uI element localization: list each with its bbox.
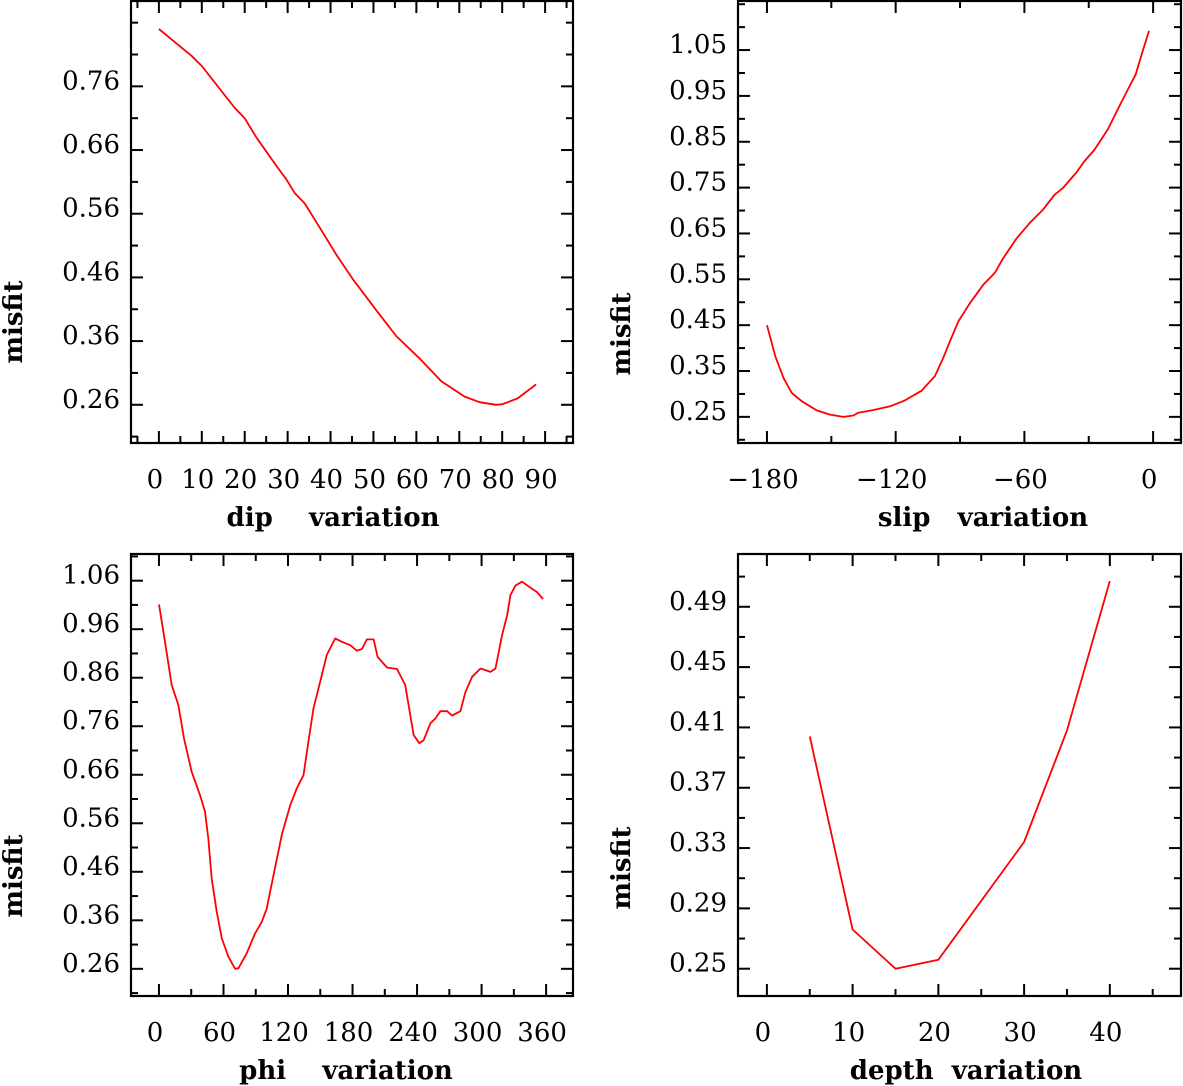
- dip-y-tick-label: 0.36: [62, 321, 120, 351]
- depth-panel: depth variation misfit 0 10 20 30 40 0.25 0.29…: [607, 552, 1183, 1086]
- dip-x-tick-label: 20: [224, 465, 257, 495]
- phi-x-axis-title: phi variation: [239, 1056, 453, 1086]
- dip-x-tick-label: 40: [310, 465, 343, 495]
- dip-panel: dip variation misfit 0 10 20 30 40 50 60 70 80 90…: [0, 0, 575, 533]
- phi-x-tick-label: 180: [324, 1018, 374, 1048]
- dip-x-axis-title: dip variation: [227, 503, 440, 533]
- phi-x-tick-label: 120: [259, 1018, 309, 1048]
- depth-plot-frame: [736, 552, 1183, 998]
- dip-y-tick-label: 0.46: [62, 257, 120, 287]
- depth-y-tick-label: 0.29: [669, 888, 727, 918]
- slip-y-tick-label: 1.05: [669, 30, 727, 60]
- dip-x-tick-label: 30: [267, 465, 300, 495]
- depth-x-tick-label: 30: [1004, 1018, 1037, 1048]
- phi-x-tick-label: 0: [147, 1018, 164, 1048]
- phi-y-tick-label: 0.66: [62, 755, 120, 785]
- slip-x-tick-label: 0: [1141, 465, 1158, 495]
- phi-y-tick-label: 0.46: [62, 852, 120, 882]
- slip-x-tick-label: −180: [727, 465, 798, 495]
- phi-x-tick-label: 300: [453, 1018, 503, 1048]
- dip-x-tick-label: 90: [525, 465, 558, 495]
- dip-y-tick-label: 0.56: [62, 194, 120, 224]
- depth-x-tick-label: 20: [918, 1018, 951, 1048]
- dip-misfit-series-line: [158, 28, 537, 406]
- phi-panel: phi variation misfit 0 60 120 180 240 300 360 0…: [0, 552, 575, 1086]
- depth-x-tick-label: 10: [832, 1018, 865, 1048]
- dip-x-tick-label: 60: [396, 465, 429, 495]
- dip-y-axis-title: misfit: [0, 281, 29, 364]
- slip-misfit-series-line: [766, 30, 1150, 418]
- depth-y-tick-label: 0.25: [669, 949, 727, 979]
- depth-y-axis-title: misfit: [607, 827, 637, 910]
- slip-y-tick-label: 0.85: [669, 122, 727, 152]
- phi-y-tick-label: 0.26: [62, 949, 120, 979]
- phi-y-tick-label: 0.86: [62, 658, 120, 688]
- slip-panel: slip variation misfit −180 −120 −60 0 0.25 0.…: [607, 0, 1183, 533]
- slip-x-tick-label: −120: [856, 465, 927, 495]
- dip-y-tick-label: 0.76: [62, 66, 120, 96]
- slip-y-tick-label: 0.65: [669, 213, 727, 243]
- phi-x-tick-label: 360: [517, 1018, 567, 1048]
- dip-y-tick-label: 0.66: [62, 130, 120, 160]
- phi-y-tick-label: 0.76: [62, 706, 120, 736]
- phi-y-tick-label: 1.06: [62, 561, 120, 591]
- dip-plot-frame: [129, 0, 575, 445]
- phi-x-tick-label: 240: [388, 1018, 438, 1048]
- dip-x-tick-label: 50: [353, 465, 386, 495]
- dip-x-tick-label: 70: [439, 465, 472, 495]
- dip-x-tick-label: 80: [482, 465, 515, 495]
- slip-y-tick-label: 0.95: [669, 76, 727, 106]
- dip-x-tick-label: 10: [181, 465, 214, 495]
- slip-x-tick-label: −60: [993, 465, 1048, 495]
- slip-y-axis-title: misfit: [607, 293, 637, 376]
- phi-misfit-series-line: [158, 580, 544, 970]
- slip-x-axis-title: slip variation: [878, 503, 1088, 533]
- phi-y-axis-title: misfit: [0, 835, 29, 918]
- phi-y-tick-label: 0.96: [62, 609, 120, 639]
- slip-y-tick-label: 0.35: [669, 351, 727, 381]
- slip-plot-frame: [736, 0, 1183, 445]
- depth-x-tick-label: 0: [755, 1018, 772, 1048]
- phi-y-tick-label: 0.56: [62, 803, 120, 833]
- depth-y-tick-label: 0.37: [669, 768, 727, 798]
- depth-y-tick-label: 0.49: [669, 587, 727, 617]
- slip-y-tick-label: 0.45: [669, 305, 727, 335]
- depth-y-tick-label: 0.41: [669, 707, 727, 737]
- slip-y-tick-label: 0.75: [669, 168, 727, 198]
- depth-x-tick-label: 40: [1089, 1018, 1122, 1048]
- phi-x-tick-label: 60: [203, 1018, 236, 1048]
- depth-misfit-series-line: [808, 580, 1111, 970]
- slip-y-tick-label: 0.55: [669, 259, 727, 289]
- depth-y-tick-label: 0.45: [669, 647, 727, 677]
- dip-y-tick-label: 0.26: [62, 385, 120, 415]
- dip-x-tick-label: 0: [147, 465, 164, 495]
- phi-y-tick-label: 0.36: [62, 900, 120, 930]
- depth-x-axis-title: depth variation: [850, 1056, 1083, 1086]
- depth-y-tick-label: 0.33: [669, 828, 727, 858]
- slip-y-tick-label: 0.25: [669, 397, 727, 427]
